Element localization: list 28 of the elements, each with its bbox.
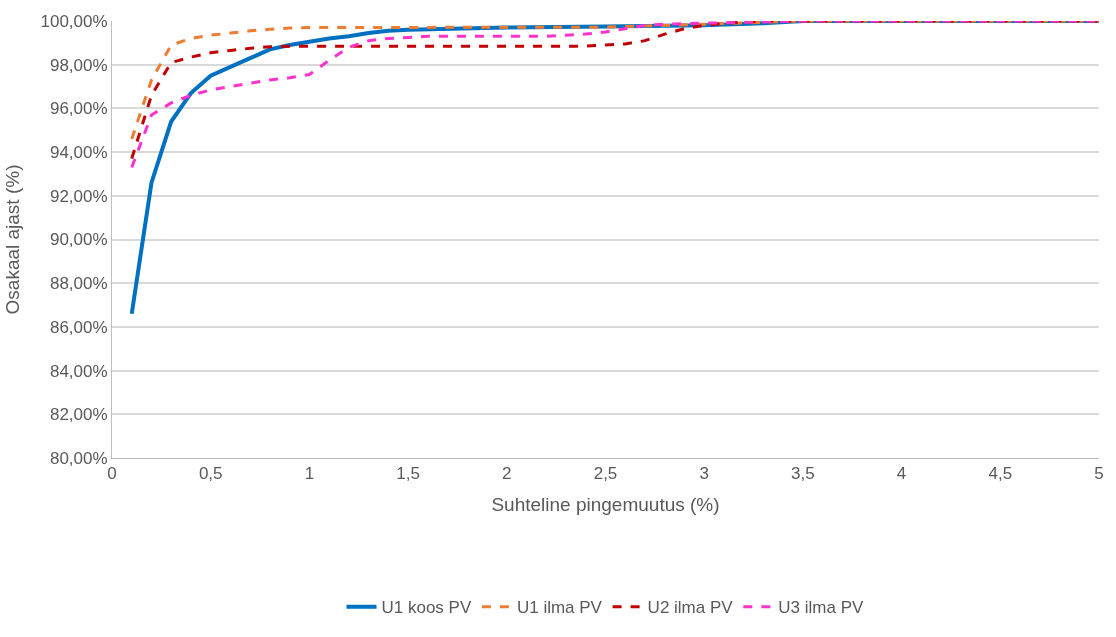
x-tick-label: 4 xyxy=(896,464,907,484)
legend-label: U3 ilma PV xyxy=(778,598,864,618)
x-axis-title: Suhteline pingemuutus (%) xyxy=(491,494,720,516)
y-tick-label: 80,00% xyxy=(49,448,108,468)
y-axis-title: Osakaal ajast (%) xyxy=(2,164,24,315)
x-tick-label: 0,5 xyxy=(198,464,223,484)
legend-label: U1 koos PV xyxy=(381,598,472,618)
y-tick-label: 94,00% xyxy=(49,143,108,163)
y-tick-label: 92,00% xyxy=(49,186,108,206)
y-tick-label: 100,00% xyxy=(40,11,108,31)
x-tick-label: 3 xyxy=(699,464,709,484)
x-tick-label: 1 xyxy=(304,464,315,484)
x-tick-label: 2,5 xyxy=(593,464,618,484)
y-tick-label: 96,00% xyxy=(49,99,108,119)
legend-label: U1 ilma PV xyxy=(516,598,603,618)
y-tick-label: 86,00% xyxy=(49,317,108,337)
legend-label: U2 ilma PV xyxy=(647,598,734,618)
y-tick-label: 84,00% xyxy=(49,361,108,381)
x-tick-label: 4,5 xyxy=(988,464,1013,484)
y-tick-label: 90,00% xyxy=(49,230,108,250)
y-tick-label: 88,00% xyxy=(49,274,108,294)
x-tick-label: 1,5 xyxy=(396,464,420,484)
x-tick-label: 3,5 xyxy=(791,464,815,484)
x-tick-label: 5 xyxy=(1094,464,1104,484)
x-tick-label: 0 xyxy=(107,464,117,484)
y-tick-label: 98,00% xyxy=(49,55,108,75)
y-tick-label: 82,00% xyxy=(49,405,108,425)
x-tick-label: 2 xyxy=(502,464,512,484)
